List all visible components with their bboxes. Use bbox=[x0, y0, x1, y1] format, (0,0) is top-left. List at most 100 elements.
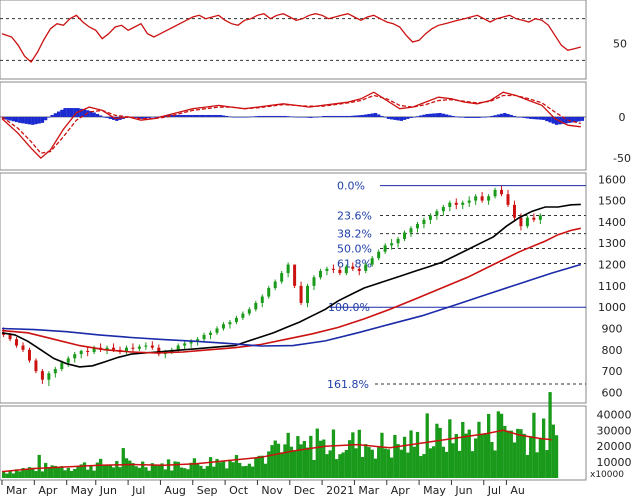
volume-bar bbox=[40, 471, 45, 478]
macd-histogram-bar bbox=[448, 115, 452, 117]
candle-body bbox=[221, 324, 225, 329]
x-axis-month-label: Jun bbox=[99, 484, 117, 497]
fib-level-label: 38.2% bbox=[337, 228, 372, 241]
volume-bar bbox=[519, 429, 523, 478]
macd-histogram-bar bbox=[105, 116, 109, 118]
volume-bar bbox=[73, 468, 77, 478]
macd-histogram-bar bbox=[283, 115, 287, 117]
volume-bar bbox=[131, 463, 135, 478]
macd-histogram-bar bbox=[92, 112, 96, 117]
volume-bar bbox=[208, 457, 213, 478]
volume-bar bbox=[305, 447, 310, 478]
x-axis-month-label: May bbox=[71, 484, 94, 497]
candle-body bbox=[267, 288, 271, 297]
candle-body bbox=[512, 204, 516, 218]
candle-body bbox=[525, 217, 529, 227]
volume-bar bbox=[192, 458, 197, 478]
macd-histogram-bar bbox=[31, 116, 35, 125]
candle-body bbox=[286, 264, 290, 274]
macd-histogram-bar bbox=[422, 114, 426, 117]
macd-histogram-bar bbox=[503, 112, 507, 117]
candle-body bbox=[27, 349, 31, 361]
volume-bar bbox=[341, 452, 345, 478]
volume-bar bbox=[263, 463, 268, 478]
volume-bar bbox=[108, 465, 112, 478]
macd-histogram-bar bbox=[360, 114, 365, 117]
volume-bar bbox=[92, 470, 96, 478]
volume-bar bbox=[367, 447, 371, 478]
volume-bar bbox=[44, 462, 48, 478]
macd-histogram-bar bbox=[24, 116, 28, 124]
volume-bar bbox=[525, 454, 530, 478]
macd-histogram-bar bbox=[364, 114, 368, 117]
macd-histogram-bar bbox=[289, 116, 294, 118]
macd-histogram-bar bbox=[108, 116, 112, 119]
price-tick-label: 1100 bbox=[598, 280, 626, 293]
candle-body bbox=[461, 202, 465, 205]
volume-bar bbox=[493, 450, 497, 478]
macd-histogram-bar bbox=[44, 116, 48, 121]
macd-histogram-bar bbox=[525, 116, 530, 119]
volume-bar bbox=[50, 465, 54, 478]
x-axis-month-label: Jul bbox=[131, 484, 145, 497]
macd-histogram-bar bbox=[438, 112, 442, 117]
macd-histogram-bar bbox=[202, 114, 206, 117]
macd-histogram-bar bbox=[545, 116, 549, 122]
macd-histogram-bar bbox=[102, 116, 106, 118]
macd-histogram-bar bbox=[386, 116, 391, 119]
volume-bar bbox=[516, 428, 520, 478]
candle-body bbox=[196, 339, 200, 342]
candle-body bbox=[351, 266, 355, 269]
macd-histogram-bar bbox=[11, 116, 15, 122]
candle-body bbox=[73, 354, 77, 359]
volume-bar bbox=[47, 468, 51, 478]
price-tick-label: 1000 bbox=[598, 301, 626, 314]
macd-histogram-bar bbox=[380, 115, 384, 117]
volume-bar bbox=[383, 448, 387, 478]
macd-histogram-bar bbox=[496, 114, 500, 117]
macd-histogram-bar bbox=[541, 116, 546, 120]
volume-bar bbox=[328, 450, 332, 478]
macd-histogram-bar bbox=[276, 115, 281, 117]
candle-body bbox=[306, 285, 310, 303]
volume-bar bbox=[241, 466, 245, 478]
volume-layer: 10000 20000 30000 40000 x10000 bbox=[1, 392, 632, 480]
candle-body bbox=[448, 202, 452, 207]
candle-body bbox=[318, 270, 322, 278]
volume-bar bbox=[312, 460, 316, 478]
macd-histogram-bar bbox=[53, 113, 58, 117]
volume-bar bbox=[24, 468, 28, 478]
volume-bar bbox=[56, 467, 61, 478]
candle-body bbox=[312, 277, 316, 286]
x-axis-month-label: 2021 bbox=[326, 484, 354, 497]
x-axis-month-label: May bbox=[423, 484, 446, 497]
candle-body bbox=[34, 360, 38, 372]
volume-unit-label: x10000 bbox=[590, 470, 624, 480]
volume-bar bbox=[373, 458, 378, 478]
volume-bar bbox=[318, 440, 323, 478]
price-tick-label: 1300 bbox=[598, 237, 626, 250]
volume-bar bbox=[34, 471, 38, 478]
candle-body bbox=[325, 268, 329, 271]
price-tick-label: 1400 bbox=[598, 216, 626, 229]
volume-bar bbox=[27, 467, 32, 478]
macd-histogram-bar bbox=[302, 116, 306, 118]
x-axis-month-label: Jun bbox=[454, 484, 472, 497]
macd-histogram-bar bbox=[95, 113, 100, 117]
volume-tick-label: 40000 bbox=[597, 408, 632, 421]
macd-histogram-bar bbox=[399, 116, 403, 121]
volume-bar bbox=[322, 439, 326, 478]
x-axis-month-label: Mar bbox=[6, 484, 27, 497]
macd-histogram-bar bbox=[250, 116, 255, 118]
volume-bar bbox=[202, 468, 206, 478]
volume-bar bbox=[406, 452, 410, 478]
candle-body bbox=[124, 347, 128, 352]
macd-histogram-bar bbox=[354, 115, 358, 117]
macd-histogram-bar bbox=[344, 115, 349, 117]
volume-bar bbox=[141, 461, 145, 478]
macd-histogram-bar bbox=[89, 111, 93, 117]
macd-histogram-bar bbox=[280, 115, 284, 117]
volume-bar bbox=[225, 468, 229, 478]
macd-histogram-bar bbox=[451, 115, 455, 117]
macd-histogram-bar bbox=[231, 116, 235, 118]
